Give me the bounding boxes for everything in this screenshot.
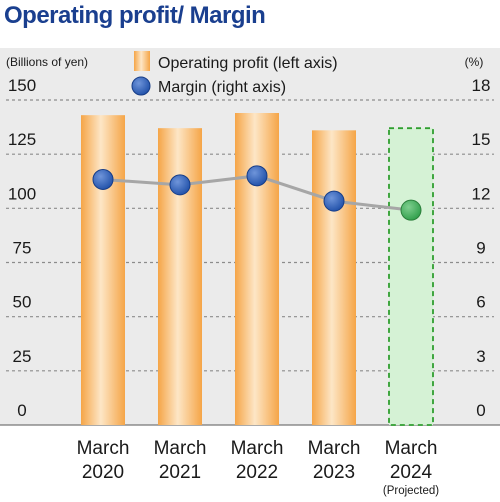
x-tick-label: March	[231, 438, 284, 459]
left-tick-label: 150	[8, 76, 36, 95]
left-tick-label: 0	[17, 401, 26, 420]
margin-point	[92, 168, 114, 190]
left-tick-label: 100	[8, 184, 36, 203]
bar	[81, 115, 125, 426]
right-tick-label: 18	[472, 76, 491, 95]
right-tick-label: 12	[472, 184, 491, 203]
right-tick-label: 15	[472, 130, 491, 149]
bar	[158, 128, 202, 425]
bar	[235, 113, 279, 425]
x-tick-label: 2022	[236, 462, 278, 483]
chart-title: Operating profit/ Margin	[4, 2, 266, 29]
x-tick-label: 2023	[313, 462, 355, 483]
left-tick-label: 50	[13, 293, 32, 312]
x-tick-label: 2024	[390, 462, 433, 483]
x-tick-label: March	[308, 438, 361, 459]
right-tick-label: 9	[476, 239, 485, 258]
left-tick-label: 75	[13, 239, 32, 258]
x-tick-label: March	[77, 438, 130, 459]
legend: Operating profit (left axis) Margin (righ…	[131, 51, 338, 96]
x-tick-label: March	[154, 438, 207, 459]
right-tick-label: 3	[476, 347, 485, 366]
margin-point-projected	[400, 199, 422, 221]
left-tick-label: 125	[8, 130, 36, 149]
legend-line-label: Margin (right axis)	[158, 79, 286, 96]
left-tick-label: 25	[13, 347, 32, 366]
bar	[312, 130, 356, 426]
legend-bar-swatch	[134, 51, 150, 71]
margin-point	[323, 190, 345, 212]
x-tick-label: 2020	[82, 462, 124, 483]
margin-line	[92, 165, 422, 221]
bar-projected	[388, 127, 434, 426]
left-axis-label: (Billions of yen)	[6, 55, 88, 69]
right-tick-label: 6	[476, 293, 485, 312]
legend-marker-swatch	[131, 76, 151, 96]
x-tick-note: (Projected)	[383, 485, 439, 497]
right-axis-label: (%)	[465, 55, 484, 69]
x-axis-labels: March 2020 March 2021 March 2022 March 2023 Marc…	[77, 438, 440, 497]
margin-point	[246, 165, 268, 187]
x-tick-label: March	[385, 438, 438, 459]
right-tick-label: 0	[476, 401, 485, 420]
bars	[81, 113, 434, 426]
x-tick-label: 2021	[159, 462, 201, 483]
margin-point	[169, 174, 191, 196]
legend-bar-label: Operating profit (left axis)	[158, 55, 338, 72]
